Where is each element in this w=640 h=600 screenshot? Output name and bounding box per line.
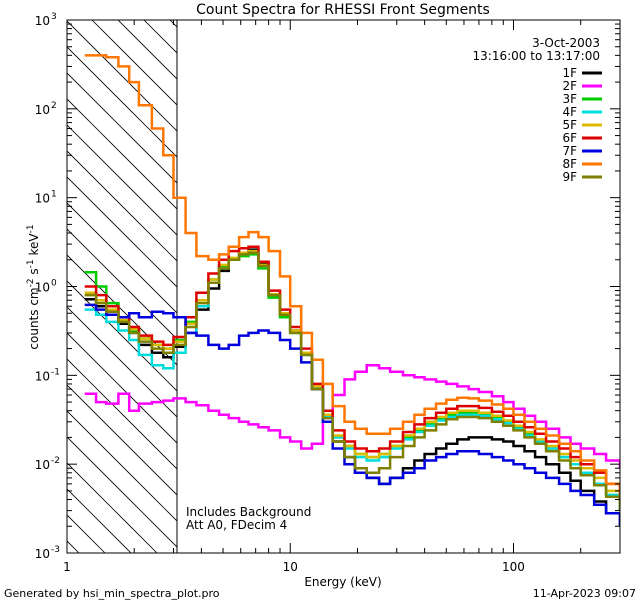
legend-label-1F: 1F <box>562 66 577 80</box>
legend-label-8F: 8F <box>562 157 577 171</box>
hatch-line <box>67 514 106 553</box>
hatch-line <box>67 488 132 553</box>
hatch-line <box>67 72 177 184</box>
hatch-line <box>67 254 177 366</box>
series-line-1F <box>84 248 620 527</box>
hatch-line <box>67 46 177 158</box>
series-line-6F <box>84 245 620 500</box>
y-tick-label: 10 <box>35 458 50 472</box>
series-lines <box>84 54 620 527</box>
y-tick-label: 10 <box>35 192 50 206</box>
hatch-line <box>67 20 177 132</box>
legend-label-9F: 9F <box>562 170 577 184</box>
y-tick-exponent: -3 <box>51 545 60 555</box>
legend-label-7F: 7F <box>562 144 577 158</box>
hatch-line <box>67 358 177 470</box>
legend-label-4F: 4F <box>562 105 577 119</box>
hatch-line <box>67 436 177 548</box>
y-tick-label: 10 <box>35 281 50 295</box>
y-tick-exponent: 1 <box>51 190 57 200</box>
y-tick-exponent: 3 <box>51 12 57 22</box>
y-axis-label: counts cm-2 s-1 keV-1 <box>26 224 41 349</box>
hatch-line <box>67 150 177 262</box>
chart-title: Count Spectra for RHESSI Front Segments <box>196 2 490 18</box>
y-axis-label-part: counts cm <box>27 287 41 349</box>
date-label: 3-Oct-2003 <box>532 36 600 50</box>
series-line-8F <box>84 54 620 498</box>
time-range-label: 13:16:00 to 13:17:00 <box>473 49 600 63</box>
hatch-line <box>67 228 177 340</box>
y-tick-label: 10 <box>35 103 50 117</box>
series-line-2F <box>84 363 620 469</box>
legend-label-6F: 6F <box>562 131 577 145</box>
annotation-background: Includes Background <box>186 505 311 519</box>
hatch-line <box>0 0 27 553</box>
hatch-line <box>67 384 177 496</box>
legend-label-2F: 2F <box>562 79 577 93</box>
hatch-line <box>67 410 177 522</box>
y-tick-label: 10 <box>35 369 50 383</box>
y-tick-label: 10 <box>35 14 50 28</box>
hatch-line <box>91 20 177 106</box>
footer-generated-by: Generated by hsi_min_spectra_plot.pro <box>4 587 220 600</box>
y-tick-exponent: 2 <box>51 101 57 111</box>
x-axis-label: Energy (keV) <box>304 575 381 589</box>
hatch-line <box>67 98 177 210</box>
y-tick-exponent: -1 <box>51 367 60 377</box>
legend-label-5F: 5F <box>562 118 577 132</box>
x-tick-label: 100 <box>502 560 525 574</box>
hatched-region <box>0 0 177 553</box>
hatch-line <box>67 202 177 314</box>
series-line-9F <box>84 251 620 511</box>
x-tick-label: 10 <box>283 560 298 574</box>
y-tick-label: 10 <box>35 547 50 561</box>
x-tick-label: 1 <box>63 560 71 574</box>
y-tick-exponent: -2 <box>51 456 60 466</box>
series-line-5F <box>84 249 620 505</box>
annotation-attenuator: Att A0, FDecim 4 <box>186 518 287 532</box>
hatch-line <box>67 176 177 288</box>
y-axis-label-exponent: -1 <box>26 224 36 233</box>
y-axis-label-exponent: -2 <box>26 278 36 287</box>
series-line-7F <box>84 303 620 527</box>
y-tick-exponent: 0 <box>51 279 57 289</box>
y-axis-label-exponent: -1 <box>26 259 36 268</box>
footer-timestamp: 11-Apr-2023 09:07 <box>533 587 636 600</box>
y-axis-label-part: keV <box>27 233 41 260</box>
y-axis-label-part: s <box>27 268 41 278</box>
legend-label-3F: 3F <box>562 92 577 106</box>
